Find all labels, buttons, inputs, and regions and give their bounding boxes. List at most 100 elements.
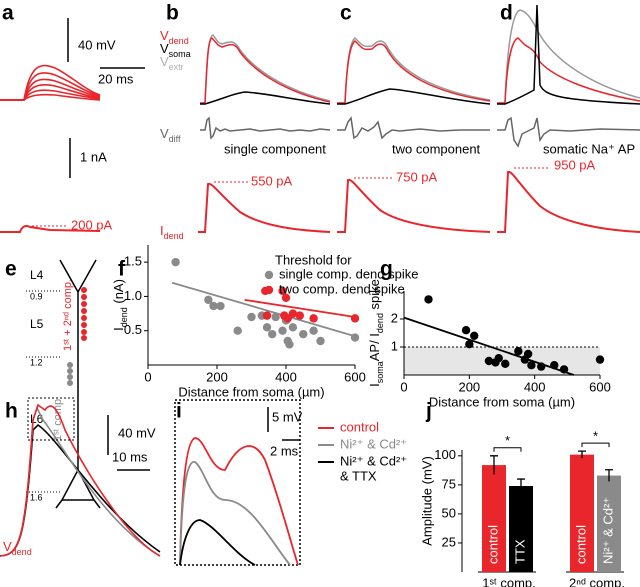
data-point [171, 257, 180, 267]
legend-label: & TTX [340, 468, 377, 483]
site [67, 374, 73, 380]
panel-label: a [2, 2, 14, 25]
text-part: V [160, 41, 169, 56]
legend-label: single comp. dend spike [279, 266, 418, 281]
text-part: V [3, 539, 12, 554]
text-part: (nA) [111, 279, 126, 307]
text-part: dend [119, 307, 129, 327]
data-point [278, 286, 287, 296]
data-point [350, 333, 360, 342]
signal-label: Vextr [160, 54, 184, 72]
trace [337, 39, 491, 104]
soma [55, 468, 101, 509]
significance-label: * [505, 433, 510, 448]
data-point [278, 326, 287, 335]
group-label: 1ˢᵗ + 2ⁿᵈ comp. [62, 279, 74, 351]
panel-label: c [340, 2, 352, 25]
site [81, 315, 87, 321]
trace [179, 437, 299, 566]
data-point [537, 362, 546, 371]
signal-label: Vsoma [160, 41, 191, 59]
trace [0, 64, 101, 101]
bar [482, 465, 506, 572]
text-part: I [367, 383, 382, 387]
legend-label: two comp. dend spike [279, 281, 405, 296]
data-point [514, 347, 523, 356]
data-point [424, 295, 433, 304]
trace [497, 4, 640, 105]
data-point [527, 361, 536, 370]
recording-sites [81, 287, 87, 341]
x-tick-label: 200 [458, 379, 480, 394]
recording-sites [67, 362, 73, 386]
x-tick-label: 0 [144, 369, 151, 384]
bar-label: TTX [512, 539, 527, 564]
current-label: 200 pA [71, 217, 113, 232]
data-point [262, 323, 272, 332]
y-tick-label: 75 [442, 476, 456, 491]
trace [0, 84, 101, 101]
scale-label: 40 mV [78, 37, 116, 52]
bar-label: control [485, 525, 500, 564]
panel-label: d [500, 2, 513, 25]
site [81, 322, 87, 328]
voltage-traces [0, 64, 101, 101]
panel-label: i [176, 400, 182, 423]
scale-label: 10 ms [112, 449, 148, 464]
data-point [595, 355, 605, 364]
data-point [281, 293, 291, 302]
x-tick-label: 400 [524, 379, 546, 394]
component-label: somatic Na⁺ AP [543, 141, 635, 156]
neuron-diagram [55, 259, 101, 509]
x-tick-label: 600 [589, 379, 611, 394]
data-point [550, 361, 559, 370]
data-point [309, 314, 318, 323]
text-part: dend [12, 547, 32, 557]
scale-label: 2 ms [270, 443, 299, 458]
text-part: V [160, 54, 169, 69]
error-bar [490, 455, 498, 475]
site [67, 362, 73, 368]
data-point [271, 312, 280, 322]
legend-label: Ni²⁺ & Cd²⁺ [340, 453, 407, 468]
data-point [299, 329, 308, 339]
y-tick-label: 25 [442, 534, 456, 549]
trace [497, 9, 640, 104]
layer-label: L4 [30, 268, 44, 282]
site [81, 301, 87, 307]
data-point [295, 311, 304, 320]
signal-label: Vdend [160, 28, 189, 46]
data-point [204, 295, 213, 305]
trace [0, 78, 101, 101]
y-axis-label: IsomaAP/ Idend spike [367, 279, 385, 387]
scale-label: 1 nA [80, 149, 107, 164]
text-part: soma [169, 49, 191, 59]
current-label: 750 pA [396, 169, 438, 184]
depth-label: 1.2 [30, 357, 43, 367]
data-point [501, 359, 510, 368]
data-point [216, 301, 225, 311]
y-tick-label: 1.5 [124, 254, 142, 269]
y-tick-label: 1 [391, 338, 398, 353]
data-point [233, 326, 242, 335]
current-label: 950 pA [554, 157, 596, 172]
trace [497, 37, 640, 104]
current-trace [337, 178, 491, 233]
diff-trace [497, 116, 640, 148]
fit-line [244, 298, 356, 318]
data-point [316, 336, 325, 346]
panel-label: f [118, 258, 126, 281]
legend-label: control [340, 419, 379, 434]
legend-marker [264, 270, 274, 280]
bar-label: Ni²⁺ & Cd²⁺ [600, 497, 615, 564]
panel-label: j [425, 400, 432, 423]
x-axis-label: Distance from soma (µm) [429, 394, 575, 409]
data-point [288, 323, 298, 332]
data-point [350, 314, 360, 323]
y-axis-label: Idend (nA) [111, 279, 129, 331]
trace [337, 36, 491, 104]
site [67, 380, 73, 386]
signal-label: Idend [160, 223, 184, 241]
error-bar [517, 478, 525, 493]
text-part: dend [375, 313, 385, 333]
